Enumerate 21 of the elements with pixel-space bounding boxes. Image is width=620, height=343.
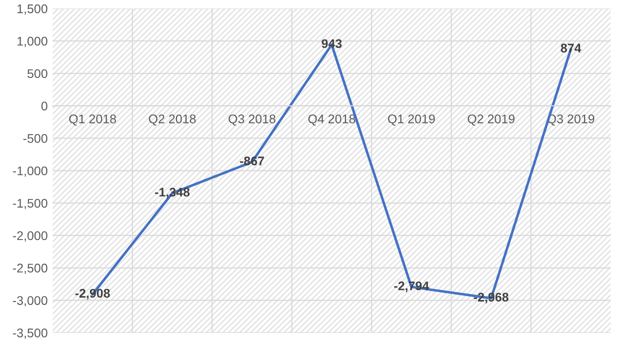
x-tick-label: Q4 2018 xyxy=(308,114,356,126)
x-tick-label: Q3 2018 xyxy=(228,114,276,126)
y-tick-label: -1,000 xyxy=(12,166,48,177)
y-tick-label: -500 xyxy=(23,134,48,143)
y-tick-label: 1,500 xyxy=(18,4,48,15)
data-label: 874 xyxy=(560,44,582,53)
y-tick-label: 500 xyxy=(27,69,48,78)
data-label: 943 xyxy=(322,39,342,48)
y-tick-label: -2,000 xyxy=(12,231,48,242)
data-label: -2,968 xyxy=(474,292,508,304)
y-tick-label: -3,000 xyxy=(12,296,48,306)
x-tick-label: Q1 2019 xyxy=(388,114,435,126)
x-tick-label: Q2 2018 xyxy=(148,114,196,126)
y-tick-label: -2,500 xyxy=(12,264,48,274)
data-label: -2,908 xyxy=(75,288,110,300)
y-tick-label: 0 xyxy=(41,102,48,110)
x-tick-label: Q1 2018 xyxy=(69,114,116,126)
x-tick-label: Q2 2019 xyxy=(468,114,515,126)
y-tick-label: -3,500 xyxy=(12,328,48,339)
y-tick-label: -1,500 xyxy=(12,198,48,210)
y-tick-label: 1,000 xyxy=(18,36,48,48)
